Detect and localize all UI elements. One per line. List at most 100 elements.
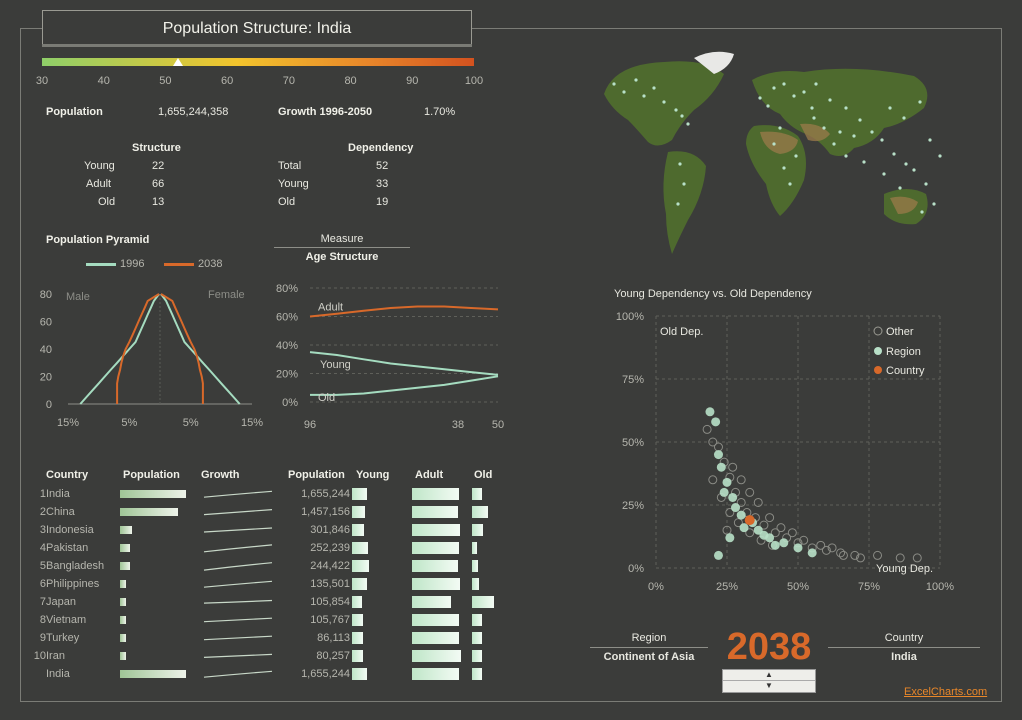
scatter-point-other <box>799 535 809 545</box>
credit-link[interactable]: ExcelCharts.com <box>904 686 988 698</box>
scatter-point-region <box>736 510 746 520</box>
row-rank: 10 <box>33 650 46 662</box>
row-rank: 6 <box>39 578 46 590</box>
row-population-value: 1,655,244 <box>301 668 350 680</box>
legend-other-marker <box>873 326 883 336</box>
col-country: Country <box>46 469 89 481</box>
row-old-bar <box>472 596 494 608</box>
pyramid-y-tick: 40 <box>40 344 52 356</box>
row-young-bar <box>352 632 363 644</box>
row-adult-bar <box>412 614 459 626</box>
row-rank: 1 <box>39 488 46 500</box>
scatter-point-other <box>836 548 846 558</box>
region-selector[interactable]: Continent of Asia <box>603 651 695 663</box>
row-country: Philippines <box>46 578 100 590</box>
row-rank: 4 <box>39 542 46 554</box>
map-dot <box>918 100 922 104</box>
scatter-point-other <box>708 437 718 447</box>
dependency-total-value: 52 <box>376 160 389 172</box>
map-dot <box>782 166 786 170</box>
map-dot <box>652 86 656 90</box>
map-dot <box>676 202 680 206</box>
table-row: 3 Indonesia 301,846 <box>32 522 502 540</box>
scatter-point-other <box>838 550 848 560</box>
map-dot <box>634 78 638 82</box>
dependency-title: Dependency <box>348 142 414 154</box>
col-young: Young <box>356 469 390 481</box>
dependency-old-label: Old <box>278 196 296 208</box>
age-structure-chart: 0% 20% 40% 60% 80% 96 38 50 Adult Young Old <box>276 283 504 431</box>
row-population-bar <box>120 670 186 678</box>
row-country: Bangladesh <box>46 560 105 572</box>
measure-label: Measure <box>320 233 364 245</box>
year-display: 2038 <box>726 626 812 668</box>
age-line-young <box>309 351 499 376</box>
row-old-bar <box>472 668 482 680</box>
age-y-tick: 60% <box>276 312 298 324</box>
scatter-point-other <box>736 497 746 507</box>
scatter-chart: 0%25%50%75%100%0% 25% 50% 75% 100% Old Dep. … <box>616 311 954 593</box>
scatter-point-region <box>719 487 729 497</box>
row-country: Indonesia <box>46 524 94 536</box>
growth-value: 1.70% <box>424 106 456 118</box>
age-y-tick: 0% <box>282 397 298 409</box>
sparkline-path <box>203 599 273 604</box>
map-dot <box>888 106 892 110</box>
map-dot <box>838 130 842 134</box>
row-young-bar <box>352 578 367 590</box>
region-divider <box>590 647 708 648</box>
col-adult: Adult <box>415 469 444 481</box>
row-old-bar <box>472 488 482 500</box>
scatter-point-region <box>793 543 803 553</box>
dependency-young-value: 33 <box>376 178 389 190</box>
scatter-x-tick: 75% <box>858 581 880 593</box>
age-line-old <box>310 375 499 396</box>
map-dot <box>828 98 832 102</box>
pyramid-y-tick: 0 <box>46 399 52 411</box>
scatter-point-region <box>711 417 721 427</box>
scatter-point-other <box>821 545 831 555</box>
pyramid-female-2038 <box>160 293 204 404</box>
country-selector[interactable]: India <box>891 651 917 663</box>
col-population: Population <box>123 469 180 481</box>
legend-1996-label: 1996 <box>120 258 145 270</box>
year-up-button[interactable]: ▲ <box>723 670 815 681</box>
pyramid-title: Population Pyramid <box>46 234 150 246</box>
scatter-point-other <box>725 508 735 518</box>
scatter-point-region <box>807 548 817 558</box>
row-population-bar <box>120 616 126 624</box>
scatter-point-other <box>787 528 797 538</box>
region-label: Region <box>631 632 667 644</box>
map-dot <box>622 90 626 94</box>
scatter-point-other <box>816 540 826 550</box>
year-spinner[interactable]: ▲ ▼ <box>722 669 816 693</box>
table-row: 7 Japan 105,854 <box>32 594 502 612</box>
row-population-bar <box>120 490 186 498</box>
row-old-bar <box>472 614 482 626</box>
row-rank: 5 <box>39 560 46 572</box>
row-growth-sparkline <box>203 490 273 498</box>
map-dot <box>782 82 786 86</box>
scatter-y-tick: 50% <box>622 437 644 449</box>
pyramid-x-tick: 5% <box>121 417 137 429</box>
map-dot <box>822 126 826 130</box>
scatter-x-tick: 0% <box>648 581 664 593</box>
row-country: India <box>46 668 70 680</box>
row-rank: 9 <box>39 632 46 644</box>
row-young-bar <box>352 614 363 626</box>
map-dot <box>674 108 678 112</box>
scatter-legend: Other Region Country <box>873 326 925 377</box>
year-down-button[interactable]: ▼ <box>765 681 773 690</box>
row-population-value: 252,239 <box>310 542 350 554</box>
legend-1996-swatch <box>86 263 116 266</box>
measure-dropdown[interactable]: Age Structure <box>305 251 379 263</box>
pyramid-x-tick: 5% <box>183 417 199 429</box>
color-scale-bar <box>42 58 474 66</box>
row-population-bar <box>120 562 130 570</box>
growth-label: Growth 1996-2050 <box>278 106 373 118</box>
pyramid-x-tick: 15% <box>57 417 79 429</box>
scatter-point-region <box>770 540 780 550</box>
table-row: 6 Philippines 135,501 <box>32 576 502 594</box>
age-y-tick: 40% <box>276 340 298 352</box>
scatter-point-other <box>850 550 860 560</box>
